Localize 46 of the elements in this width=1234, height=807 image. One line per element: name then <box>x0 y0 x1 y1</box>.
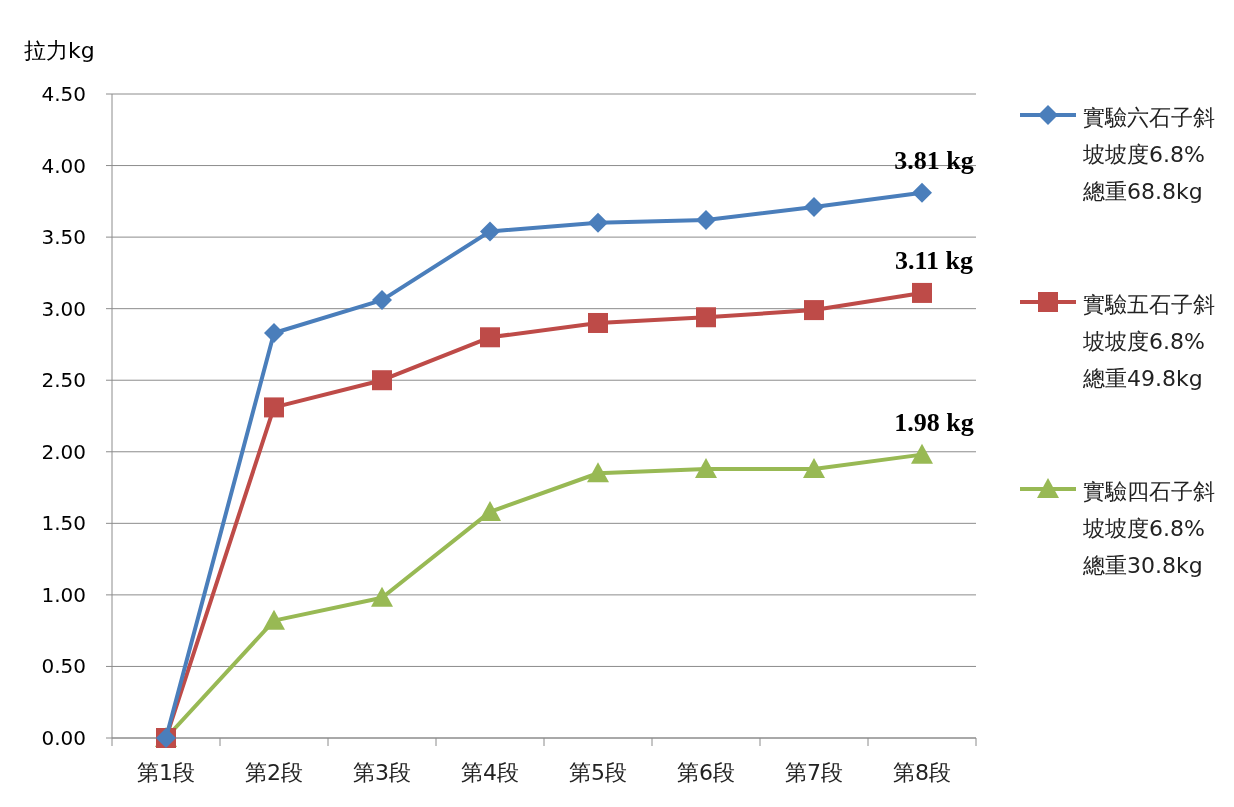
point <box>263 609 285 630</box>
data-label: 3.11 kg <box>894 245 974 275</box>
y-tick-label: 4.00 <box>41 153 86 178</box>
y-axis-title: 拉力kg <box>24 38 95 63</box>
point <box>804 300 824 321</box>
data-label: 1.98 kg <box>894 407 974 437</box>
point <box>804 197 824 218</box>
point <box>912 282 932 303</box>
y-tick-label: 1.50 <box>41 511 86 536</box>
point <box>911 443 933 464</box>
point <box>372 370 392 391</box>
point <box>696 307 716 328</box>
point <box>912 182 932 203</box>
point <box>803 457 825 478</box>
point <box>479 500 501 521</box>
point <box>696 209 716 230</box>
y-tick-label: 2.00 <box>41 439 86 464</box>
point <box>264 323 284 343</box>
y-tick-label: 0.00 <box>41 726 86 750</box>
y-tick-label: 2.50 <box>41 368 86 393</box>
x-tick-label: 第3段 <box>353 760 411 785</box>
x-tick-label: 第2段 <box>245 760 303 785</box>
point <box>588 212 608 233</box>
y-tick-label: 0.50 <box>41 654 86 679</box>
legend-label: 實驗四石子斜坡坡度6.8%總重30.8kg <box>1083 478 1216 580</box>
x-tick-label: 第6段 <box>677 760 735 785</box>
point <box>588 312 608 333</box>
x-tick-label: 第8段 <box>893 760 951 785</box>
point <box>371 586 393 607</box>
point <box>372 290 392 311</box>
y-tick-label: 3.50 <box>41 225 86 250</box>
x-tick-label: 第4段 <box>461 760 519 785</box>
legend-label: 實驗五石子斜坡坡度6.8%總重49.8kg <box>1083 291 1216 393</box>
x-tick-label: 第1段 <box>137 760 195 785</box>
legend-label: 實驗六石子斜坡坡度6.8%總重68.8kg <box>1083 104 1216 206</box>
point <box>480 327 500 348</box>
point <box>695 457 717 478</box>
x-tick-label: 第5段 <box>569 760 627 785</box>
y-tick-label: 3.00 <box>41 296 86 321</box>
y-tick-label: 1.00 <box>41 582 86 607</box>
x-tick-label: 第7段 <box>785 760 843 785</box>
point <box>480 221 500 242</box>
data-label: 3.81 kg <box>894 145 974 175</box>
point <box>587 462 609 483</box>
y-tick-label: 4.50 <box>41 82 86 106</box>
point <box>264 397 284 418</box>
